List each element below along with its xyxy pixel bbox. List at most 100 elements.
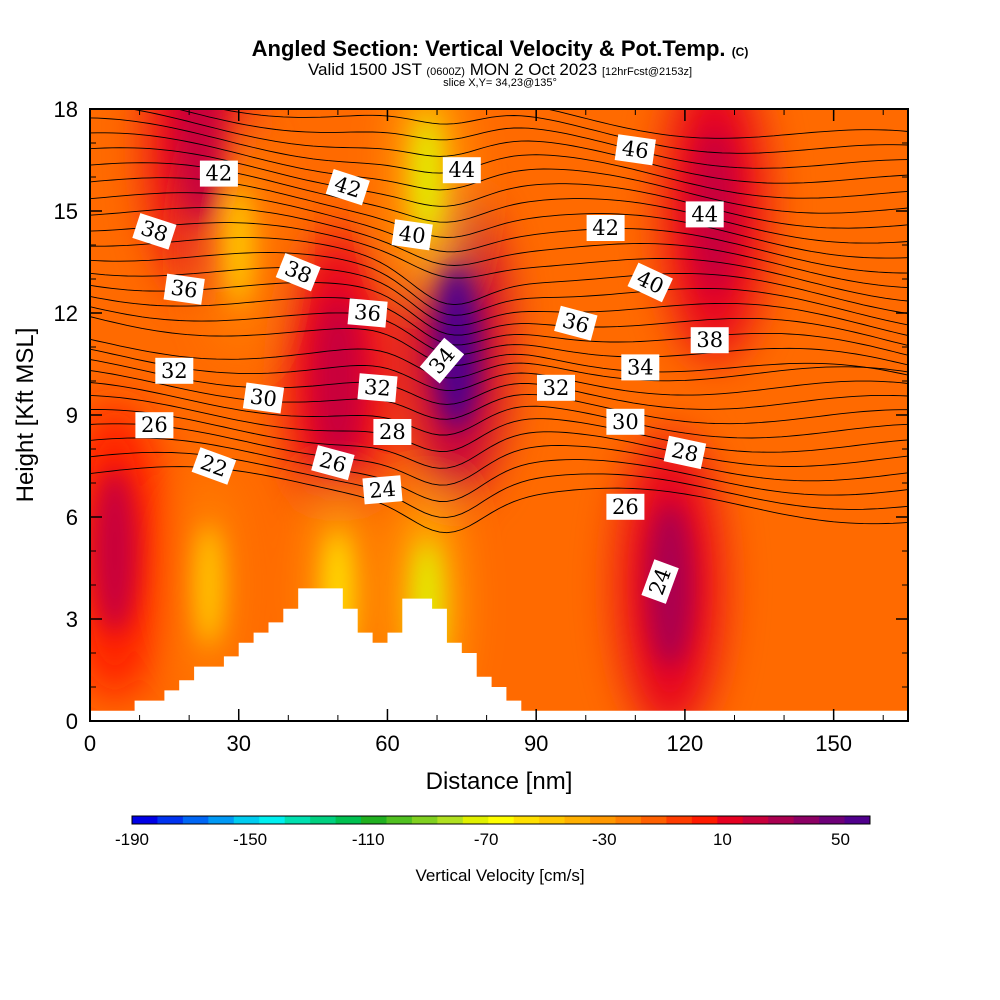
y-tick-label: 6 [66, 505, 78, 530]
theta-label-box [325, 168, 370, 206]
isentrope-17 [90, 237, 908, 314]
shade-core-7 [225, 184, 253, 306]
isentrope-23 [90, 147, 908, 229]
slice-info: slice X,Y= 34,23@135° [443, 77, 557, 89]
x-tick-label: 30 [226, 731, 250, 756]
colorbar-tick-label: -30 [592, 830, 617, 849]
theta-label-text: 32 [543, 376, 570, 400]
colorbar-swatch-13 [462, 816, 489, 824]
y-tick-label: 9 [66, 403, 78, 428]
colorbar-swatch-22 [691, 816, 718, 824]
colorbar-swatch-15 [513, 816, 540, 824]
theta-label-box [641, 559, 679, 604]
x-tick-label: 0 [84, 731, 96, 756]
theta-label-3: 46 [614, 134, 656, 166]
theta-label-18: 32 [537, 374, 575, 401]
x-axis-label: Distance [nm] [426, 768, 573, 795]
theta-label-box [606, 408, 645, 435]
theta-label-0: 42 [199, 160, 238, 187]
colorbar-tick-label: 50 [831, 830, 850, 849]
isentrope-15 [90, 267, 908, 336]
theta-label-box [586, 215, 625, 241]
theta-label-text: 36 [353, 300, 382, 326]
theta-label-text: 38 [696, 328, 723, 352]
y-axis-label: Height [Kft MSL] [12, 328, 39, 503]
y-tick-label: 15 [54, 199, 78, 224]
theta-label-15: 34 [621, 354, 660, 381]
theta-label-box [690, 327, 729, 354]
isentrope-29 [437, 109, 908, 139]
x-tick-label: 150 [815, 731, 852, 756]
terrain [90, 588, 908, 721]
theta-label-box [191, 447, 237, 485]
theta-label-text: 32 [161, 359, 188, 383]
x-tick-label: 120 [667, 731, 704, 756]
isentrope-19 [90, 207, 908, 289]
x-tick-label: 90 [524, 731, 548, 756]
forecast-info: [12hrFcst@2153z] [601, 66, 693, 78]
theta-label-box [614, 134, 656, 166]
colorbar-swatch-28 [844, 816, 871, 824]
colorbar-swatch-6 [284, 816, 311, 824]
theta-label-27: 26 [606, 493, 645, 520]
theta-label-box [685, 201, 724, 228]
theta-label-20: 30 [606, 408, 645, 435]
theta-label-box [621, 354, 660, 381]
colorbar-swatch-9 [361, 816, 387, 824]
title-main: Angled Section: Vertical Velocity & Pot.… [251, 36, 726, 61]
valid-date: MON 2 Oct 2023 [469, 60, 598, 79]
isentrope-20 [90, 192, 908, 274]
theta-label-box [347, 298, 388, 328]
theta-label-13: 38 [690, 327, 729, 354]
valid-time: Valid 1500 JST [307, 60, 422, 79]
colorbar-swatch-10 [386, 816, 413, 824]
isentrope-5 [90, 394, 908, 453]
theta-label-box [132, 213, 177, 250]
title-mark: (C) [731, 45, 749, 59]
theta-label-text: 42 [206, 162, 233, 186]
theta-label-23: 28 [663, 435, 707, 470]
isentrope-26 [128, 109, 908, 184]
theta-label-box [275, 253, 321, 292]
colorbar-swatch-11 [411, 816, 438, 824]
isentrope-9 [90, 348, 908, 396]
theta-label-box [163, 273, 205, 305]
colorbar-tick-label: -110 [352, 830, 385, 849]
colorbar-swatch-24 [742, 816, 769, 824]
theta-label-box [419, 337, 465, 384]
theta-label-box [242, 382, 285, 414]
colorbar-swatch-1 [157, 816, 184, 824]
theta-label-text: 42 [592, 216, 619, 240]
theta-label-box [537, 374, 575, 401]
theta-label-21: 26 [135, 412, 174, 439]
colorbar-swatch-0 [132, 816, 158, 824]
theta-label-26: 24 [362, 475, 403, 505]
colorbar-swatch-25 [768, 816, 795, 824]
colorbar-swatch-26 [793, 816, 820, 824]
theta-label-box [155, 357, 194, 384]
shade-core-5 [92, 468, 138, 634]
colorbar-swatch-18 [590, 816, 617, 824]
isentrope-10 [90, 338, 908, 382]
theta-label-box [554, 305, 598, 341]
colorbar-tick-label: -70 [474, 830, 499, 849]
colorbar-swatch-17 [564, 816, 591, 824]
theta-label-text: 30 [249, 384, 279, 411]
colorbar-swatch-20 [640, 816, 667, 824]
theta-label-6: 42 [586, 215, 625, 241]
theta-label-box [442, 157, 481, 184]
colorbar-swatch-7 [310, 816, 337, 824]
y-tick-label: 3 [66, 607, 78, 632]
theta-label-box [135, 412, 174, 439]
chart-subtitle: Valid 1500 JST (0600Z) MON 2 Oct 2023 [1… [0, 60, 1000, 80]
theta-label-text: 34 [627, 355, 654, 379]
theta-label-text: 46 [620, 136, 650, 163]
y-tick-label: 12 [54, 301, 78, 326]
isentrope-4 [90, 409, 908, 469]
isentrope-16 [90, 252, 908, 326]
theta-label-22: 28 [373, 419, 412, 445]
colorbar-tick-label: -150 [233, 830, 267, 849]
colorbar-swatch-3 [208, 816, 235, 824]
